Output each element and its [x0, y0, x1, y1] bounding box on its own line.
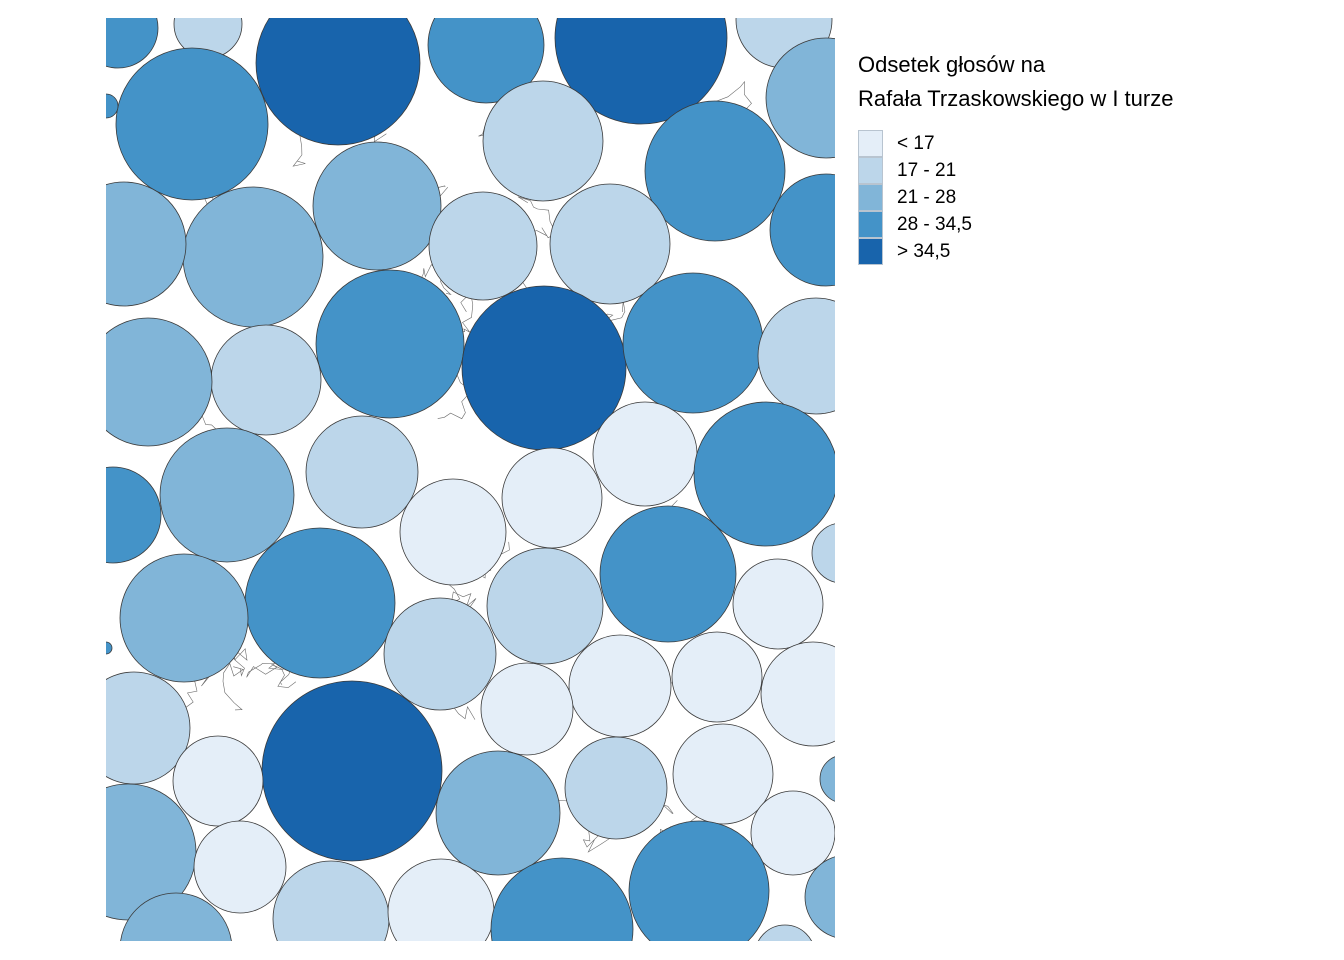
municipality-circle [765, 37, 835, 159]
municipality-circle [106, 93, 119, 119]
legend-label: 28 - 34,5 [897, 213, 972, 235]
legend-title-line-1: Odsetek głosów na [858, 52, 1046, 77]
legend-item-28-34-5: 28 - 34,5 [858, 211, 1173, 238]
legend-item-gt-34-5: > 34,5 [858, 238, 1173, 265]
municipality-circle [210, 324, 322, 436]
municipality-circle [501, 447, 603, 549]
municipality-circle [106, 18, 159, 69]
municipality-circle [261, 680, 443, 862]
municipality-circle [159, 427, 295, 563]
municipality-circle [549, 183, 671, 305]
legend-swatch [858, 211, 883, 238]
legend-items: < 17 17 - 21 21 - 28 28 - 34,5 > 34,5 [858, 130, 1173, 265]
municipality-circle [106, 466, 162, 564]
municipality-circle [750, 790, 835, 876]
municipality-circle [272, 860, 390, 941]
circle-symbols [106, 18, 835, 941]
municipality-circle [312, 141, 442, 271]
municipality-circle [106, 317, 213, 447]
municipality-circle [182, 186, 324, 328]
legend-swatch [858, 184, 883, 211]
municipality-circle [564, 736, 668, 840]
legend-swatch [858, 130, 883, 157]
municipality-circle [106, 641, 113, 655]
municipality-circle [106, 181, 187, 307]
municipality-circle [769, 173, 835, 287]
legend-swatch [858, 238, 883, 265]
municipality-circle [622, 272, 764, 414]
legend-label: 17 - 21 [897, 159, 957, 181]
municipality-circle [758, 924, 812, 941]
proportional-circle-map [106, 18, 835, 941]
legend-label: < 17 [897, 132, 935, 154]
map-canvas [106, 18, 835, 941]
municipality-circle [193, 820, 287, 914]
municipality-circle [819, 756, 835, 802]
municipality-circle [383, 597, 497, 711]
municipality-circle [693, 401, 835, 547]
municipality-circle [244, 527, 396, 679]
municipality-circle [305, 415, 419, 529]
municipality-circle [119, 553, 249, 683]
municipality-circle [554, 18, 728, 125]
municipality-circle [592, 401, 698, 507]
municipality-circle [399, 478, 507, 586]
municipality-circle [757, 297, 835, 415]
legend-label: > 34,5 [897, 240, 951, 262]
legend-label: 21 - 28 [897, 186, 957, 208]
municipality-circle [480, 662, 574, 756]
municipality-circle [486, 547, 604, 665]
municipality-circle [482, 80, 604, 202]
municipality-circle [315, 269, 465, 419]
municipality-circle [599, 505, 737, 643]
boundary-line [222, 648, 248, 711]
municipality-circle [732, 558, 824, 650]
map-legend: Odsetek głosów na Rafała Trzaskowskiego … [858, 48, 1173, 265]
municipality-circle [255, 18, 421, 146]
municipality-circle [671, 631, 763, 723]
legend-swatch [858, 157, 883, 184]
legend-item-21-28: 21 - 28 [858, 184, 1173, 211]
municipality-circle [172, 735, 264, 827]
municipality-circle [490, 857, 634, 941]
legend-title-line-2: Rafała Trzaskowskiego w I turze [858, 86, 1174, 111]
municipality-circle [568, 634, 672, 738]
legend-item-17-21: 17 - 21 [858, 157, 1173, 184]
municipality-circle [644, 100, 786, 242]
municipality-circle [427, 18, 545, 104]
municipality-circle [760, 641, 835, 747]
municipality-circle [120, 892, 232, 941]
municipality-circle [804, 856, 835, 938]
municipality-circle [115, 47, 269, 201]
municipality-circle [628, 820, 770, 941]
municipality-circle [672, 723, 774, 825]
municipality-circle [435, 750, 561, 876]
municipality-circle [811, 523, 835, 583]
legend-item-lt-17: < 17 [858, 130, 1173, 157]
municipality-circle [428, 191, 538, 301]
